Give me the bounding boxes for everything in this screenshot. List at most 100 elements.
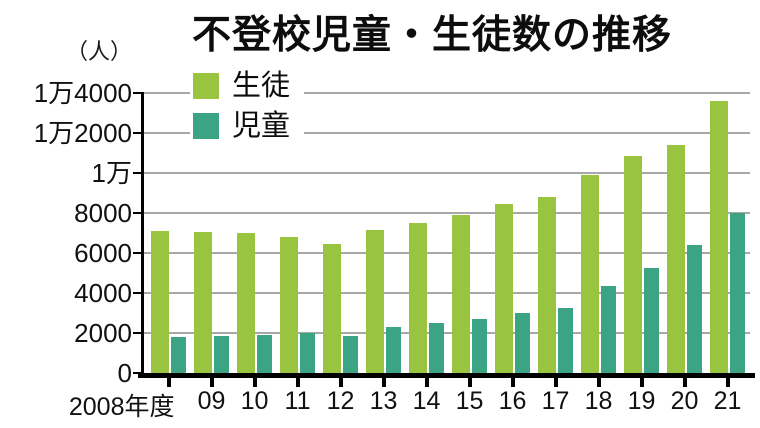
bar-group-14: [409, 93, 444, 373]
x-axis-tick-17: [553, 378, 558, 387]
bar-児童-16: [515, 313, 530, 373]
bar-児童-10: [257, 335, 272, 373]
y-axis-label-8000: 8000: [74, 198, 132, 228]
bar-児童-20: [687, 245, 702, 373]
bar-group-12: [323, 93, 358, 373]
gridline-8000: [143, 212, 750, 214]
bar-児童-2008年度: [171, 337, 186, 373]
bar-group-09: [194, 93, 229, 373]
y-axis-tick-10000: [133, 172, 143, 174]
bar-生徒-10: [237, 233, 255, 373]
gridline-14000: [143, 92, 750, 94]
bar-group-11: [280, 93, 315, 373]
y-axis-line: [141, 92, 144, 377]
gridline-12000: [143, 132, 750, 134]
legend-swatch-児童: [193, 113, 219, 139]
legend-label-児童: 児童: [232, 110, 291, 142]
bar-生徒-17: [538, 197, 556, 373]
y-axis-label-12000: 1万2000: [33, 118, 132, 148]
x-axis-label-12: 12: [326, 387, 355, 415]
x-axis-tick-15: [467, 378, 472, 387]
x-axis-tick-09: [209, 378, 214, 387]
gridline-2000: [143, 332, 750, 334]
bar-group-17: [538, 93, 573, 373]
x-axis-label-14: 14: [412, 387, 441, 415]
x-axis-label-2008年度: 2008年度: [68, 393, 175, 421]
chart-title: 不登校児童・生徒数の推移: [192, 14, 673, 57]
x-axis-tick-14: [424, 378, 429, 387]
bar-生徒-09: [194, 232, 212, 373]
bar-group-15: [452, 93, 487, 373]
y-axis-label-14000: 1万4000: [33, 78, 132, 108]
gridline-4000: [143, 292, 750, 294]
x-axis-tick-11: [295, 378, 300, 387]
y-axis-tick-2000: [133, 332, 143, 334]
bar-生徒-21: [710, 101, 728, 373]
x-axis-tick-16: [510, 378, 515, 387]
x-axis-label-20: 20: [670, 387, 699, 415]
y-axis-label-4000: 4000: [74, 278, 132, 308]
bar-group-16: [495, 93, 530, 373]
bar-group-10: [237, 93, 272, 373]
y-axis-tick-14000: [133, 92, 143, 94]
x-axis-tick-20: [682, 378, 687, 387]
bar-group-21: [710, 93, 745, 373]
legend-swatch-生徒: [193, 73, 219, 99]
bar-児童-19: [644, 268, 659, 373]
x-axis-tick-10: [252, 378, 257, 387]
x-axis-line: [138, 373, 755, 378]
bar-児童-12: [343, 336, 358, 373]
y-axis-label-6000: 6000: [74, 238, 132, 268]
x-axis-label-19: 19: [627, 387, 656, 415]
gridline-10000: [143, 172, 750, 174]
y-axis-tick-6000: [133, 252, 143, 254]
bar-生徒-12: [323, 244, 341, 373]
bar-group-2008年度: [151, 93, 186, 373]
bar-児童-14: [429, 323, 444, 373]
bar-生徒-11: [280, 237, 298, 373]
x-axis-tick-2008年度: [166, 378, 171, 387]
y-axis-label-0: 0: [117, 358, 132, 388]
legend: 生徒 児童: [190, 68, 305, 148]
legend-item-生徒: 生徒: [190, 68, 305, 104]
y-axis-label-2000: 2000: [74, 318, 132, 348]
bar-児童-15: [472, 319, 487, 373]
y-axis-tick-4000: [133, 292, 143, 294]
bar-児童-09: [214, 336, 229, 373]
bar-生徒-20: [667, 145, 685, 373]
x-axis-label-15: 15: [455, 387, 484, 415]
x-axis-label-13: 13: [369, 387, 398, 415]
bar-生徒-2008年度: [151, 231, 169, 373]
bar-児童-13: [386, 327, 401, 373]
bar-児童-17: [558, 308, 573, 373]
x-axis-label-21: 21: [713, 387, 742, 415]
x-axis-label-18: 18: [584, 387, 613, 415]
x-axis-label-17: 17: [541, 387, 570, 415]
x-axis-tick-18: [596, 378, 601, 387]
x-axis-label-16: 16: [498, 387, 527, 415]
gridline-6000: [143, 252, 750, 254]
bar-児童-11: [300, 333, 315, 373]
bar-児童-21: [730, 213, 745, 373]
bar-group-18: [581, 93, 616, 373]
bar-生徒-13: [366, 230, 384, 373]
x-axis-tick-21: [725, 378, 730, 387]
bar-group-13: [366, 93, 401, 373]
bar-生徒-18: [581, 175, 599, 373]
bar-生徒-14: [409, 223, 427, 373]
x-axis-tick-19: [639, 378, 644, 387]
y-axis-unit-label: （人）: [65, 39, 132, 64]
x-axis-tick-12: [338, 378, 343, 387]
bar-生徒-16: [495, 204, 513, 373]
bar-児童-18: [601, 286, 616, 373]
bar-group-20: [667, 93, 702, 373]
y-axis-tick-12000: [133, 132, 143, 134]
legend-label-生徒: 生徒: [232, 70, 291, 102]
bar-生徒-19: [624, 156, 642, 373]
bar-group-19: [624, 93, 659, 373]
y-axis-label-10000: 1万: [91, 158, 132, 188]
x-axis-label-11: 11: [284, 387, 311, 415]
x-axis-label-09: 09: [197, 387, 226, 415]
